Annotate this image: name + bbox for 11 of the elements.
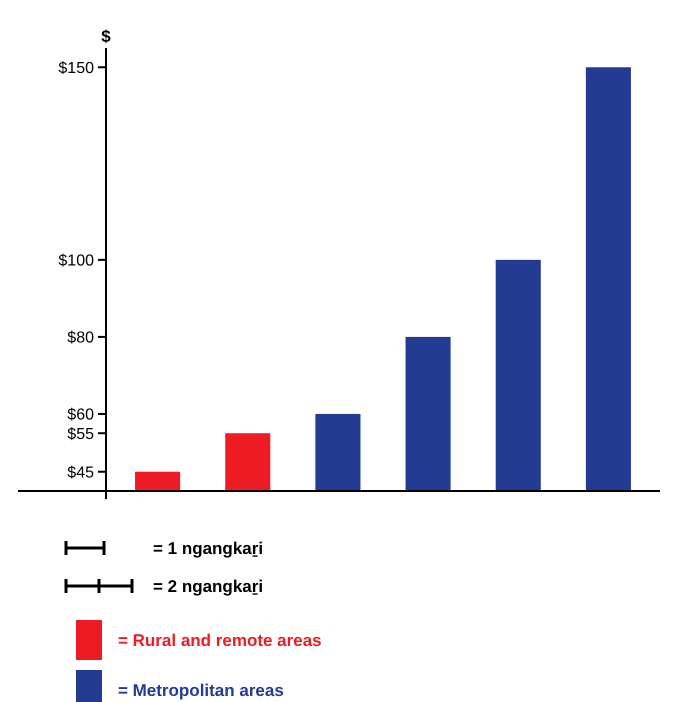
legend-label: = Metropolitan areas	[118, 680, 284, 700]
y-tick-label: $80	[67, 330, 94, 347]
y-tick-label: $60	[67, 406, 94, 424]
y-axis-title: $	[101, 27, 112, 46]
y-tick-label: $100	[58, 252, 94, 270]
y-tick-label: $45	[67, 464, 94, 482]
text: = 1 ngangkaṟi	[153, 538, 264, 558]
y-tick-label: $150	[58, 60, 94, 77]
text: = 2 ngangkaṟi	[153, 576, 264, 596]
legend-label: = Rural and remote areas	[118, 630, 322, 650]
y-tick-label: $55	[67, 426, 94, 443]
